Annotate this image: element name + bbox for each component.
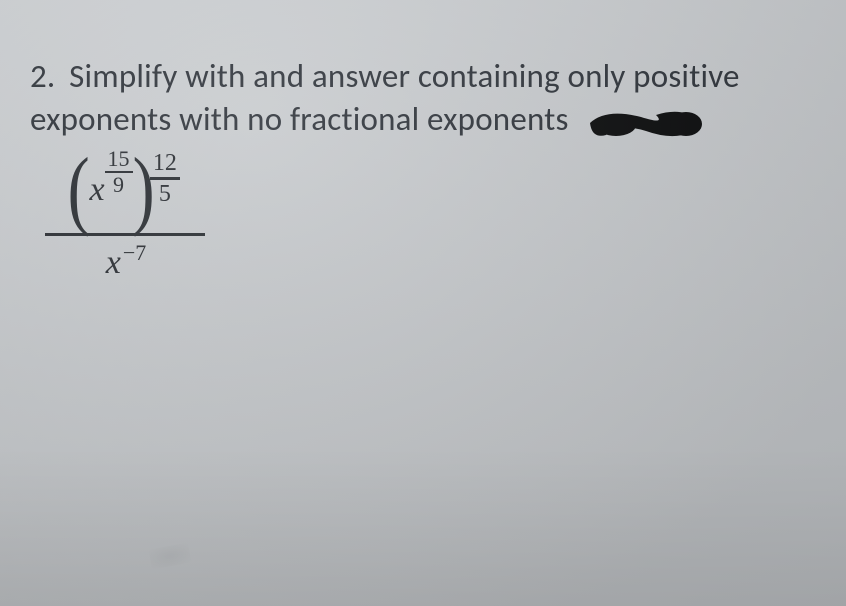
- denominator-variable-x: x: [106, 244, 121, 282]
- outer-exp-denominator: 5: [156, 182, 174, 206]
- question-number: 2.: [30, 56, 55, 96]
- left-paren: (: [68, 155, 90, 225]
- fraction-numerator: ( x 15 9 ) 12 5: [70, 155, 180, 231]
- question-line-2: exponents with no fractional exponents: [30, 99, 569, 139]
- denominator-exponent: −7: [123, 240, 146, 266]
- inner-exp-numerator: 15: [106, 148, 132, 170]
- inner-exponent-fraction: 15 9: [105, 148, 133, 196]
- inner-exp-denominator: 9: [111, 174, 126, 196]
- parenthesized-power: ( x 15 9 ): [70, 155, 152, 225]
- question-text-line-2-row: exponents with no fractional exponents: [30, 98, 846, 141]
- paper-smudge: [149, 543, 192, 570]
- math-expression: ( x 15 9 ) 12 5 x: [45, 155, 205, 282]
- fraction-denominator: x −7: [106, 240, 145, 282]
- right-paren: ): [132, 155, 154, 225]
- question-text: 2. Simplify with and answer containing o…: [30, 55, 846, 98]
- outer-fraction: ( x 15 9 ) 12 5 x: [45, 155, 205, 282]
- photo-shadow: [0, 446, 846, 606]
- worksheet-page: 2. Simplify with and answer containing o…: [0, 0, 846, 606]
- question-line-1: Simplify with and answer containing only…: [69, 56, 740, 96]
- redaction-mark: [586, 105, 706, 139]
